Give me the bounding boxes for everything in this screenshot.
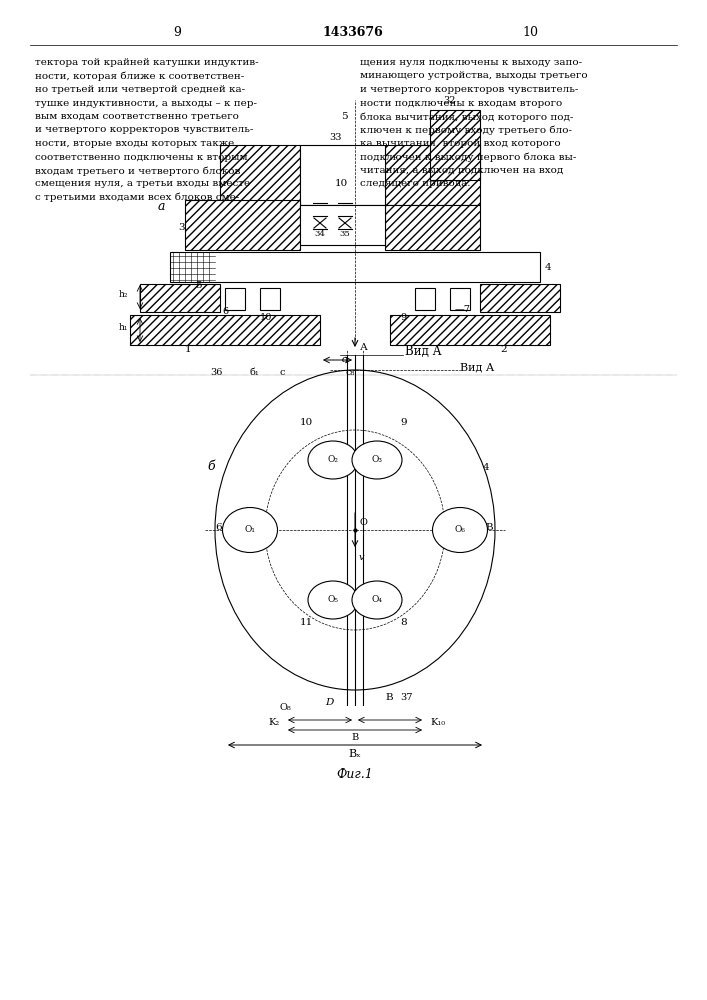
Text: B: B — [385, 693, 392, 702]
Text: Bₓ: Bₓ — [349, 749, 361, 759]
Text: ности, которая ближе к соответствен-: ности, которая ближе к соответствен- — [35, 72, 244, 81]
Text: ка вычитания, второй вход которого: ка вычитания, второй вход которого — [360, 139, 561, 148]
Text: 10: 10 — [300, 418, 313, 427]
Text: c: c — [280, 368, 286, 377]
Text: 1: 1 — [185, 345, 192, 354]
Text: 6: 6 — [222, 307, 228, 316]
Text: O₃: O₃ — [371, 456, 382, 464]
Text: тушке индуктивности, а выходы – к пер-: тушке индуктивности, а выходы – к пер- — [35, 99, 257, 107]
Text: подключен к выходу первого блока вы-: подключен к выходу первого блока вы- — [360, 152, 576, 162]
Text: 9: 9 — [173, 25, 181, 38]
Text: 10: 10 — [260, 313, 272, 322]
Ellipse shape — [352, 581, 402, 619]
Text: 36: 36 — [210, 368, 223, 377]
Text: тектора той крайней катушки индуктив-: тектора той крайней катушки индуктив- — [35, 58, 259, 67]
Text: Вид А: Вид А — [460, 362, 494, 372]
Text: 3: 3 — [178, 223, 185, 232]
Bar — [385, 145, 480, 205]
Bar — [300, 205, 385, 245]
Bar — [300, 145, 385, 205]
Bar — [225, 288, 245, 310]
Bar — [415, 288, 435, 310]
Text: А: А — [360, 343, 368, 352]
Text: D: D — [325, 698, 334, 707]
Bar — [185, 200, 300, 250]
Text: б: б — [207, 460, 215, 473]
Ellipse shape — [352, 441, 402, 479]
Text: б₁: б₁ — [250, 368, 259, 377]
Text: 5: 5 — [195, 281, 201, 290]
Text: блока вычитания, выход которого под-: блока вычитания, выход которого под- — [360, 112, 573, 121]
Text: но третьей или четвертой средней ка-: но третьей или четвертой средней ка- — [35, 85, 245, 94]
Bar — [170, 252, 540, 282]
Bar — [130, 315, 320, 345]
Text: —7: —7 — [455, 305, 471, 314]
Text: v: v — [359, 553, 365, 562]
Bar — [260, 288, 280, 310]
Text: 35: 35 — [339, 230, 351, 238]
Bar — [390, 315, 550, 345]
Text: 11: 11 — [300, 618, 313, 627]
Ellipse shape — [223, 508, 278, 552]
Text: минающего устройства, выходы третьего: минающего устройства, выходы третьего — [360, 72, 588, 81]
Text: и четвертого корректоров чувствитель-: и четвертого корректоров чувствитель- — [35, 125, 253, 134]
Text: вым входам соответственно третьего: вым входам соответственно третьего — [35, 112, 239, 121]
Text: ключен к первому входу третьего бло-: ключен к первому входу третьего бло- — [360, 125, 572, 135]
Text: O₆: O₆ — [455, 526, 465, 534]
Text: соответственно подключены к вторым: соответственно подключены к вторым — [35, 152, 247, 161]
Text: с третьими входами всех блоков сме-: с третьими входами всех блоков сме- — [35, 193, 239, 202]
Text: О: О — [360, 518, 368, 527]
Text: 10: 10 — [522, 25, 538, 38]
Text: щения нуля подключены к выходу запо-: щения нуля подключены к выходу запо- — [360, 58, 582, 67]
Text: K₁₀: K₁₀ — [430, 718, 445, 727]
Text: O₄: O₄ — [371, 595, 382, 604]
Text: 6: 6 — [215, 523, 221, 532]
Ellipse shape — [308, 441, 358, 479]
Text: читания, а выход подключен на вход: читания, а выход подключен на вход — [360, 166, 563, 175]
Text: 5: 5 — [341, 112, 348, 121]
Ellipse shape — [308, 581, 358, 619]
Text: 9: 9 — [400, 418, 407, 427]
Text: h₁: h₁ — [119, 323, 128, 332]
Text: 32: 32 — [444, 96, 456, 105]
Text: 33: 33 — [329, 133, 341, 142]
Text: O₂: O₂ — [327, 456, 339, 464]
Text: 9: 9 — [400, 313, 406, 322]
Text: 10: 10 — [334, 180, 348, 188]
Text: и четвертого корректоров чувствитель-: и четвертого корректоров чувствитель- — [360, 85, 578, 94]
Text: 4: 4 — [483, 463, 490, 472]
Bar — [430, 110, 480, 180]
Text: B: B — [485, 523, 493, 532]
Text: ности, вторые входы которых также: ности, вторые входы которых также — [35, 139, 234, 148]
Text: О₈: О₈ — [280, 703, 292, 712]
Text: входам третьего и четвертого блоков: входам третьего и четвертого блоков — [35, 166, 240, 176]
Text: c₈: c₈ — [345, 368, 354, 377]
Text: d: d — [342, 355, 349, 364]
Text: h₂: h₂ — [119, 290, 128, 299]
Bar — [385, 205, 480, 250]
Text: Фиг.1: Фиг.1 — [337, 768, 373, 782]
Text: 1433676: 1433676 — [322, 25, 383, 38]
Text: 4: 4 — [545, 263, 551, 272]
Bar — [140, 284, 220, 312]
Text: 8: 8 — [400, 618, 407, 627]
Text: K₂: K₂ — [269, 718, 280, 727]
Text: смещения нуля, а третьи входы вместе: смещения нуля, а третьи входы вместе — [35, 180, 250, 188]
Bar — [450, 288, 470, 310]
Text: O₅: O₅ — [327, 595, 339, 604]
Text: 2: 2 — [500, 345, 507, 354]
Ellipse shape — [433, 508, 488, 552]
Bar — [220, 145, 300, 205]
Text: Вид А: Вид А — [405, 345, 441, 358]
Text: следящего привода.: следящего привода. — [360, 180, 470, 188]
Text: ности подключены к входам второго: ности подключены к входам второго — [360, 99, 562, 107]
Text: а: а — [158, 200, 165, 213]
Text: 34: 34 — [315, 230, 325, 238]
Bar — [480, 284, 560, 312]
Text: O₁: O₁ — [245, 526, 255, 534]
Text: 37: 37 — [400, 693, 412, 702]
Text: B: B — [351, 733, 358, 742]
